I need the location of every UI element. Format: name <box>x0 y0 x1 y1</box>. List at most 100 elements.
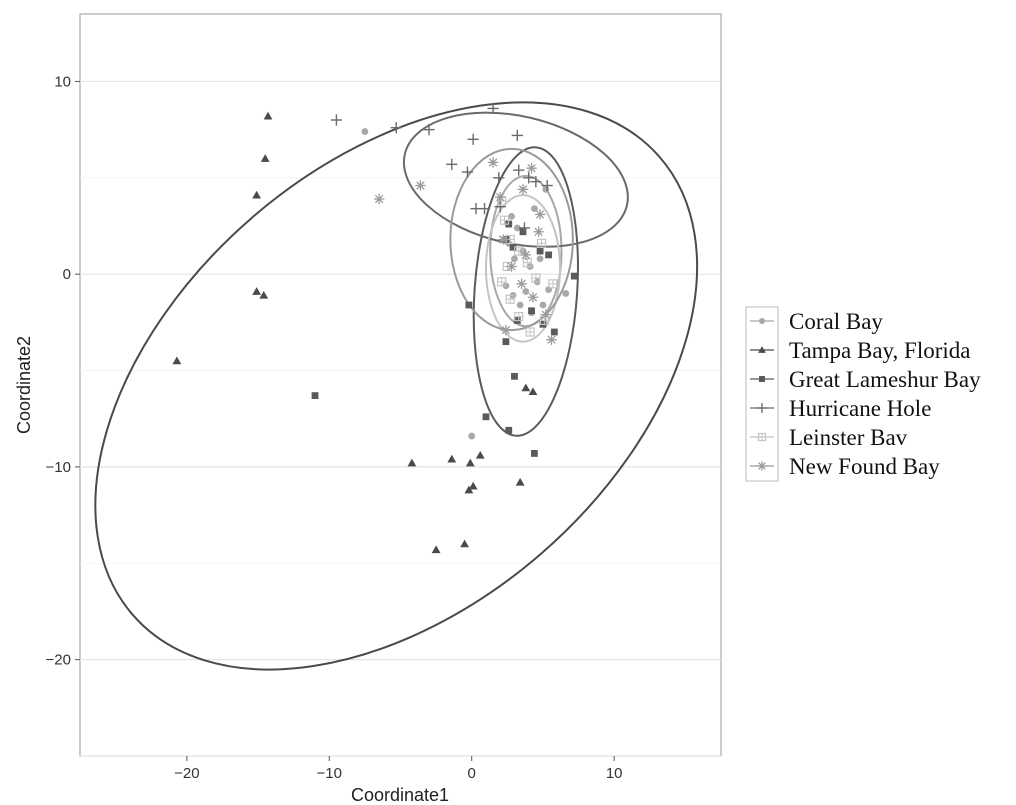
point-hurricane-hole <box>423 124 435 136</box>
point-tampa-bay-florida <box>447 454 457 463</box>
point-tampa-bay-florida <box>464 485 474 494</box>
legend-label-new-found-bay: New Found Bay <box>789 454 940 479</box>
point-hurricane-hole <box>494 201 506 213</box>
point-new-found-bay <box>520 249 532 261</box>
point-coral-bay <box>522 288 530 295</box>
point-leinster-bav <box>522 258 532 268</box>
y-axis-title: Coordinate2 <box>14 336 34 434</box>
point-hurricane-hole <box>467 133 479 145</box>
ellipse-great-lameshur-bay <box>472 146 579 437</box>
ellipse-new-found-bay <box>449 147 574 332</box>
y-tick-label: 0 <box>63 266 71 283</box>
point-new-found-bay <box>516 278 527 290</box>
point-hurricane-hole <box>478 203 491 215</box>
legend-key-tampa-bay-florida <box>758 346 766 353</box>
point-new-found-bay <box>373 193 385 205</box>
plot-panel <box>79 13 722 757</box>
point-great-lameshur-bay <box>482 413 490 421</box>
point-new-found-bay <box>527 292 539 303</box>
point-tampa-bay-florida <box>528 387 538 396</box>
point-new-found-bay <box>546 334 557 345</box>
x-tick-label: −20 <box>174 765 199 782</box>
point-new-found-bay <box>533 226 544 237</box>
point-leinster-bav <box>499 215 510 225</box>
point-hurricane-hole <box>511 129 523 142</box>
legend-key-new-found-bay <box>757 461 767 471</box>
point-tampa-bay-florida <box>521 383 531 392</box>
point-hurricane-hole <box>446 158 458 170</box>
point-leinster-bav <box>505 294 515 304</box>
point-tampa-bay-florida <box>259 290 269 299</box>
x-tick-label: −10 <box>317 765 342 782</box>
point-great-lameshur-bay <box>536 247 544 255</box>
point-tampa-bay-florida <box>252 287 262 295</box>
point-leinster-bav <box>514 311 524 322</box>
point-leinster-bav <box>536 238 547 248</box>
y-tick-label: −10 <box>46 459 71 476</box>
point-great-lameshur-bay <box>528 307 535 315</box>
legend-label-hurricane-hole: Hurricane Hole <box>789 396 931 421</box>
point-coral-bay <box>516 301 524 309</box>
legend-label-leinster-bav: Leinster Bav <box>789 425 908 450</box>
legend-key-great-lameshur-bay <box>759 376 765 382</box>
ellipse-tampa-bay-florida <box>94 101 699 671</box>
point-great-lameshur-bay <box>502 338 510 346</box>
point-coral-bay <box>468 432 476 440</box>
point-coral-bay <box>511 255 518 263</box>
point-hurricane-hole <box>330 114 342 126</box>
point-new-found-bay <box>506 261 517 272</box>
point-hurricane-hole <box>461 166 474 178</box>
point-hurricane-hole <box>390 122 402 134</box>
legend-key-leinster-bav <box>757 432 767 442</box>
point-new-found-bay <box>500 324 512 336</box>
point-tampa-bay-florida <box>475 450 485 459</box>
legend-label-coral-bay: Coral Bay <box>789 309 883 334</box>
x-tick-label: 0 <box>468 765 476 782</box>
point-great-lameshur-bay <box>311 392 319 399</box>
point-hurricane-hole <box>518 222 531 234</box>
legend: Coral Bay Tampa Bay, Florida Great Lameshu… <box>745 306 981 482</box>
point-new-found-bay <box>517 184 529 195</box>
point-leinster-bav <box>531 273 541 283</box>
point-tampa-bay-florida <box>460 539 469 548</box>
point-great-lameshur-bay <box>465 301 473 309</box>
point-tampa-bay-florida <box>431 545 441 554</box>
data-points <box>172 102 578 554</box>
y-tick-label: −20 <box>46 652 71 669</box>
point-hurricane-hole <box>541 179 553 192</box>
point-hurricane-hole <box>493 172 505 184</box>
legend-box <box>745 306 779 482</box>
legend-key-hurricane-hole <box>757 403 767 413</box>
point-coral-bay <box>536 255 544 263</box>
ellipse-coral-bay <box>489 174 563 328</box>
point-tampa-bay-florida <box>260 154 270 162</box>
point-new-found-bay <box>534 209 546 220</box>
point-great-lameshur-bay <box>530 450 538 457</box>
point-new-found-bay <box>495 191 506 203</box>
point-tampa-bay-florida <box>515 477 525 486</box>
x-axis-title: Coordinate1 <box>351 785 449 805</box>
point-new-found-bay <box>540 309 551 320</box>
point-new-found-bay <box>497 234 509 245</box>
axes: −20 −10 0 10 −20 −10 0 10 <box>46 73 623 782</box>
point-hurricane-hole <box>487 102 499 115</box>
point-great-lameshur-bay <box>545 251 553 259</box>
point-coral-bay <box>508 212 516 220</box>
point-tampa-bay-florida <box>407 458 417 467</box>
grid-lines <box>80 80 721 757</box>
point-coral-bay <box>530 205 538 213</box>
point-new-found-bay <box>526 162 537 174</box>
point-great-lameshur-bay <box>511 372 518 380</box>
x-tick-label: 10 <box>606 765 623 782</box>
point-great-lameshur-bay <box>570 272 578 280</box>
point-coral-bay <box>539 301 547 309</box>
point-hurricane-hole <box>513 164 525 176</box>
point-tampa-bay-florida <box>468 481 478 490</box>
point-tampa-bay-florida <box>263 111 273 120</box>
point-tampa-bay-florida <box>465 458 475 467</box>
point-coral-bay <box>513 224 521 232</box>
point-leinster-bav <box>497 277 507 287</box>
legend-label-tampa-bay-florida: Tampa Bay, Florida <box>789 338 971 363</box>
point-coral-bay <box>562 290 570 297</box>
